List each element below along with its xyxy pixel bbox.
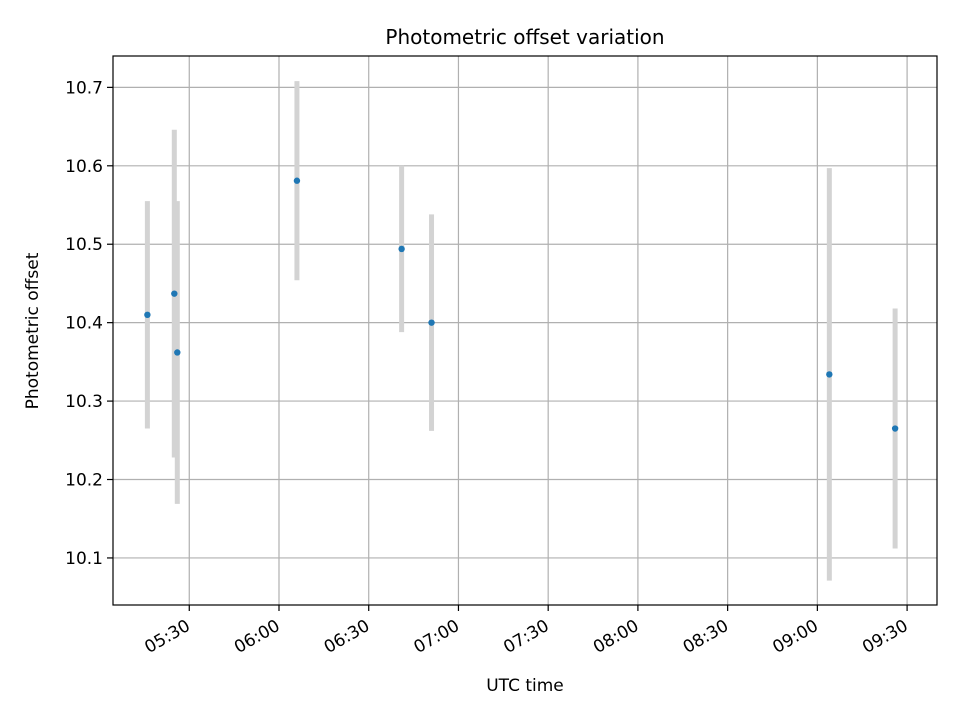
x-axis-label: UTC time [486,676,564,696]
data-point [891,425,899,432]
chart-title: Photometric offset variation [385,25,664,49]
x-tick-label: 09:30 [859,616,911,658]
y-axis-label: Photometric offset [23,252,43,409]
data-point [428,319,435,326]
x-tick-label: 09:00 [769,616,821,658]
data-points [144,177,899,432]
x-tick-label: 07:30 [500,616,552,658]
x-tick-label: 06:00 [231,616,283,658]
x-tick-label: 08:30 [680,616,732,658]
x-tick-label: 08:00 [590,616,642,658]
data-point [174,349,181,356]
y-axis-ticks: 10.1 10.2 10.3 10.4 10.5 10.6 10.7 [65,78,113,569]
plot-frame [112,55,938,606]
y-tick-label: 10.5 [65,235,103,255]
data-point [144,311,151,319]
data-point [171,290,178,297]
y-tick-label: 10.6 [65,157,103,177]
y-tick-label: 10.4 [65,314,103,334]
data-point [293,177,301,184]
y-tick-label: 10.7 [65,78,103,98]
y-tick-label: 10.1 [65,549,103,569]
grid-lines [113,56,937,605]
x-tick-label: 06:30 [321,616,373,658]
y-tick-label: 10.2 [65,471,103,491]
error-bars [144,81,898,581]
y-tick-label: 10.3 [65,392,103,412]
x-axis-ticks: 05:30 06:00 06:30 07:00 07:30 08:00 08:30 09:00… [141,605,912,658]
x-tick-label: 05:30 [141,616,193,658]
data-point [398,245,405,253]
data-point [826,371,833,378]
x-tick-label: 07:00 [411,616,463,658]
